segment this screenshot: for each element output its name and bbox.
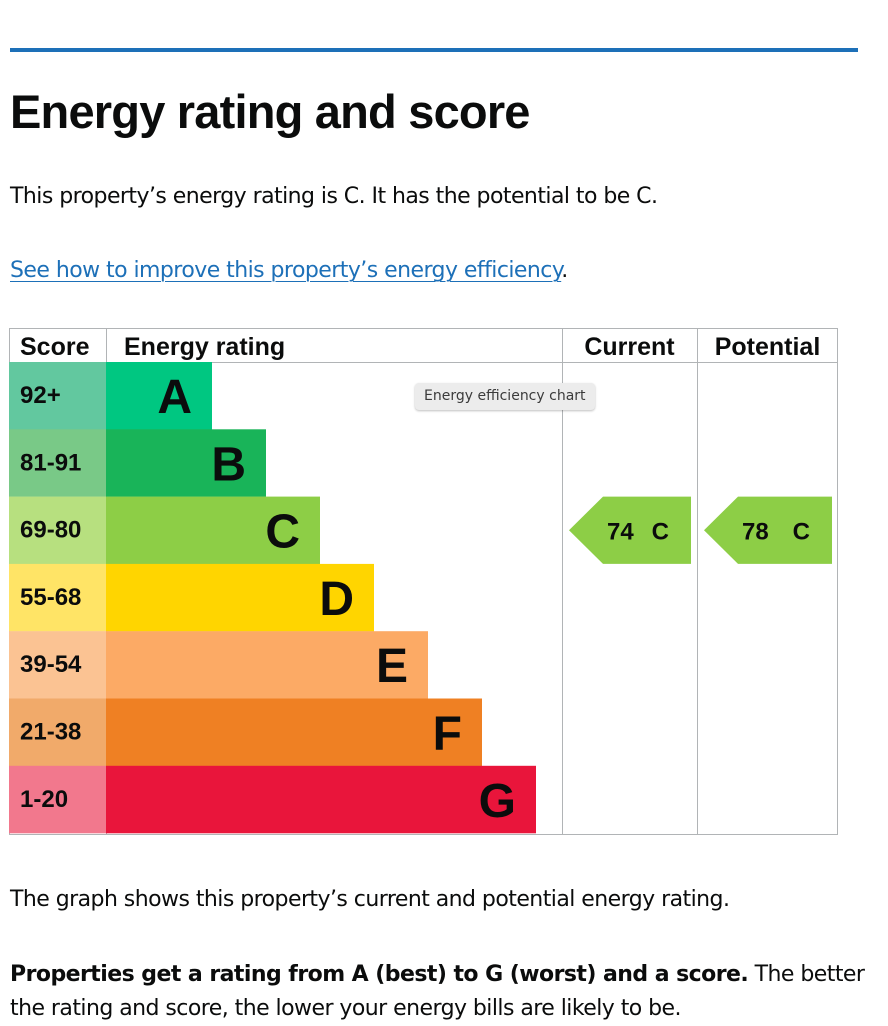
score-band-g: [9, 765, 106, 834]
improve-energy-efficiency-link[interactable]: See how to improve this property’s energ…: [10, 258, 562, 283]
score-label-g: 1-20: [20, 786, 68, 813]
current-rating-indicator-arrow: [569, 496, 691, 564]
score-band-d: [9, 563, 106, 632]
score-label-a: 92+: [20, 382, 61, 409]
energy-efficiency-chart-svg: Score Energy rating Current Potential 92+ A 81…: [9, 328, 838, 835]
rating-bar-b: [106, 429, 266, 497]
chart-header-score: Score: [20, 333, 90, 361]
chart-tooltip: Energy efficiency chart: [415, 383, 595, 410]
potential-rating-indicator-score: 78: [742, 518, 769, 545]
score-label-b: 81-91: [20, 449, 81, 476]
page-title: Energy rating and score: [10, 85, 530, 138]
rating-bar-c: [106, 496, 320, 565]
score-band-b: [9, 429, 106, 497]
improve-link-line: See how to improve this property’s energ…: [10, 255, 568, 287]
rating-letter-e: E: [376, 640, 408, 693]
score-band-e: [9, 631, 106, 699]
rating-bar-f: [106, 698, 482, 766]
rating-letter-g: G: [479, 775, 516, 828]
score-label-c: 69-80: [20, 517, 81, 544]
score-label-d: 55-68: [20, 584, 81, 611]
rating-letter-f: F: [433, 708, 462, 761]
score-label-e: 39-54: [20, 651, 82, 678]
top-rule: [10, 48, 858, 52]
score-band-a: [9, 362, 106, 430]
rating-bar-d: [106, 563, 374, 632]
graph-description: The graph shows this property’s current …: [10, 887, 730, 912]
rating-bar-e: [106, 631, 428, 699]
current-rating-indicator-score: 74: [607, 518, 634, 545]
score-band-c: [9, 496, 106, 565]
rating-bar-a: [106, 362, 212, 430]
rating-explanation-rest: The better the rating and score, the low…: [10, 962, 865, 1021]
score-label-f: 21-38: [20, 719, 81, 746]
energy-efficiency-chart: Score Energy rating Current Potential 92+ A 81…: [9, 328, 839, 835]
rating-bar-g: [106, 765, 536, 834]
rating-explanation: Properties get a rating from A (best) to…: [10, 958, 878, 1026]
potential-rating-indicator-arrow: [704, 496, 832, 564]
rating-letter-b: B: [211, 438, 246, 491]
improve-link-suffix: .: [561, 258, 568, 283]
potential-rating-indicator-rating: C: [793, 518, 810, 545]
chart-header-current: Current: [584, 333, 675, 361]
chart-header-energy-rating: Energy rating: [124, 333, 285, 361]
rating-letter-d: D: [319, 573, 354, 626]
chart-header-potential: Potential: [715, 333, 821, 361]
rating-letter-c: C: [265, 506, 300, 559]
score-band-f: [9, 698, 106, 766]
rating-explanation-bold: Properties get a rating from A (best) to…: [10, 962, 749, 987]
energy-rating-summary: This property’s energy rating is C. It h…: [10, 184, 658, 209]
rating-letter-a: A: [157, 371, 192, 424]
current-rating-indicator-rating: C: [652, 518, 669, 545]
